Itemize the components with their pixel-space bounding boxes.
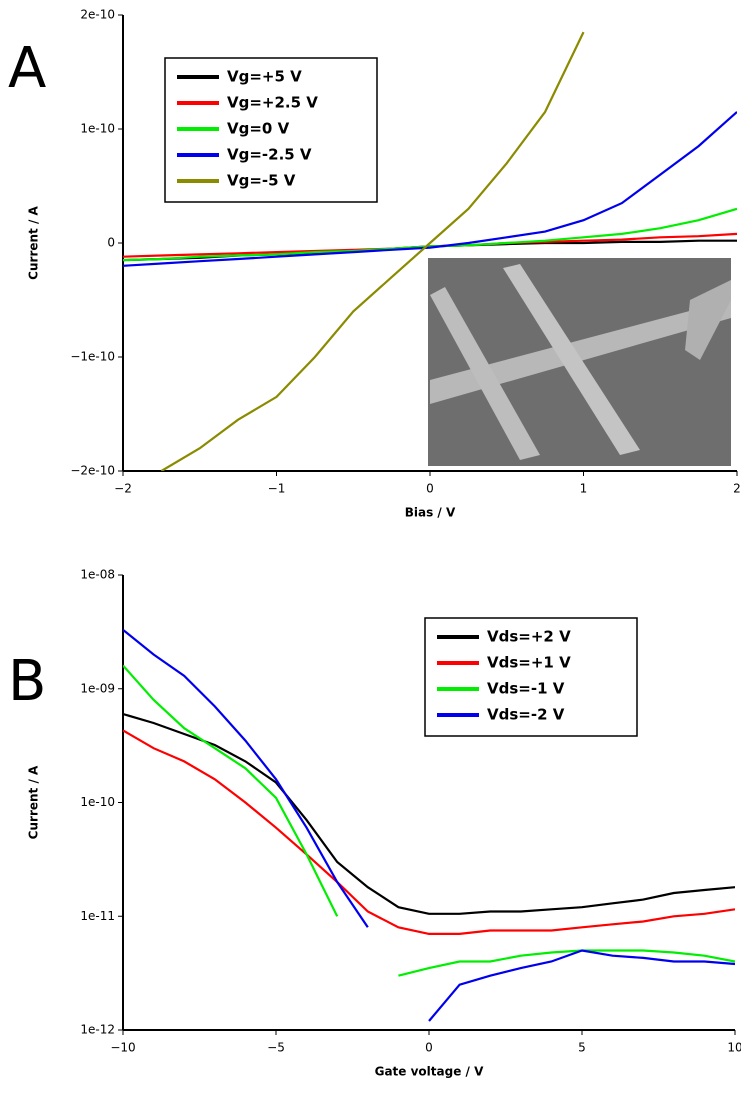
legend-label: Vg=-2.5 V (227, 146, 312, 164)
series-line (123, 664, 735, 977)
series-line (160, 31, 585, 471)
y-tick-label: −1e-10 (70, 350, 115, 364)
series-line (123, 628, 735, 1022)
x-axis-label: Gate voltage / V (375, 1065, 484, 1079)
legend-label: Vg=+2.5 V (227, 94, 318, 112)
y-tick-label: 0 (107, 236, 115, 250)
x-tick-label: 0 (426, 482, 434, 496)
y-tick-label: 1e-08 (80, 568, 115, 582)
legend-label: Vds=-2 V (487, 706, 565, 724)
x-tick-label: 10 (727, 1041, 741, 1055)
legend-label: Vds=+2 V (487, 628, 571, 646)
y-tick-label: 2e-10 (80, 8, 115, 22)
series-line (123, 111, 737, 267)
x-tick-label: −5 (267, 1041, 285, 1055)
y-tick-label: −2e-10 (70, 464, 115, 478)
x-tick-label: −2 (114, 482, 132, 496)
y-axis-label: Current / A (27, 765, 41, 839)
y-tick-label: 1e-12 (80, 1023, 115, 1037)
y-tick-label: 1e-11 (80, 909, 115, 923)
series-line (123, 712, 735, 915)
x-tick-label: 5 (578, 1041, 586, 1055)
y-axis-label: Current / A (27, 205, 41, 279)
legend-label: Vds=-1 V (487, 680, 565, 698)
x-tick-label: 1 (580, 482, 588, 496)
series-line (123, 729, 735, 935)
legend-label: Vds=+1 V (487, 654, 571, 672)
inset-image (428, 258, 731, 466)
panel-letter: B (8, 649, 46, 714)
x-tick-label: 2 (733, 482, 741, 496)
legend-label: Vg=0 V (227, 120, 290, 138)
x-tick-label: 0 (425, 1041, 433, 1055)
x-axis-label: Bias / V (405, 506, 456, 520)
panel-letter: A (8, 36, 46, 101)
legend-label: Vg=-5 V (227, 172, 296, 190)
legend-label: Vg=+5 V (227, 68, 302, 86)
y-tick-label: 1e-10 (80, 122, 115, 136)
y-tick-label: 1e-10 (80, 795, 115, 809)
y-tick-label: 1e-09 (80, 681, 115, 695)
series-line (123, 207, 737, 262)
x-tick-label: −1 (268, 482, 286, 496)
x-tick-label: −10 (110, 1041, 135, 1055)
